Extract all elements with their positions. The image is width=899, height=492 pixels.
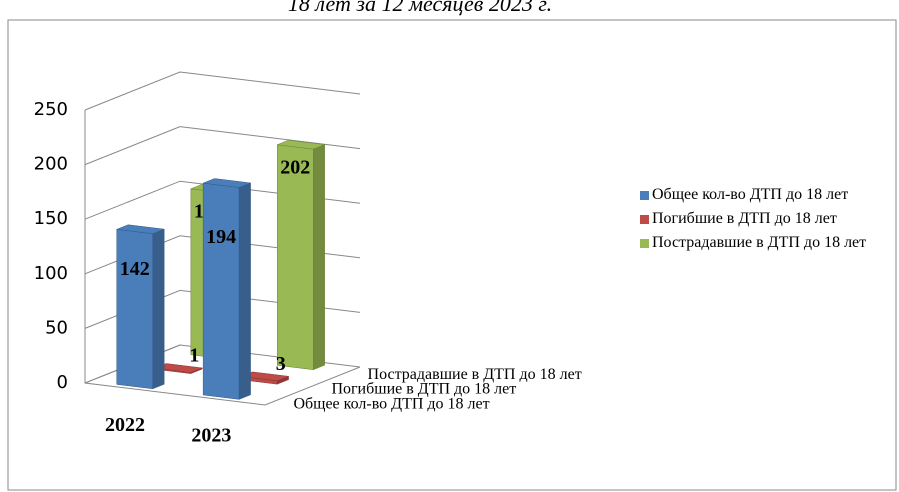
bar-face — [277, 139, 325, 150]
legend-label: Пострадавшие в ДТП до 18 лет — [652, 234, 867, 251]
legend-swatch — [640, 239, 649, 248]
chart-title: 18 лет за 12 месяцев 2023 г. — [288, 0, 552, 16]
chart-frame — [7, 19, 897, 491]
bar-face — [152, 228, 165, 390]
axis-line — [84, 110, 361, 406]
y-tick-label: 150 — [34, 208, 68, 229]
bar-face — [202, 182, 240, 400]
depth-tick-label: Общее кол-во ДТП до 18 лет — [293, 395, 489, 412]
legend: Общее кол-во ДТП до 18 лет Погибшие в ДТП… — [640, 185, 890, 257]
bar-face — [203, 178, 251, 188]
value-label: 142 — [120, 258, 150, 280]
y-tick-label: 50 — [45, 317, 68, 338]
legend-item: Общее кол-во ДТП до 18 лет — [640, 185, 890, 205]
legend-label: Общее кол-во ДТП до 18 лет — [652, 186, 849, 203]
bar — [116, 224, 165, 390]
bar-face — [313, 144, 325, 371]
bar-face — [116, 224, 165, 234]
legend-label: Погибшие в ДТП до 18 лет — [652, 210, 837, 227]
depth-tick-label: Погибшие в ДТП до 18 лет — [331, 380, 516, 397]
y-tick-label: 200 — [34, 154, 68, 175]
legend-swatch — [640, 215, 649, 224]
x-tick-label: 2022 — [105, 414, 145, 436]
x-tick-label: 2023 — [191, 425, 231, 447]
value-label: 194 — [206, 226, 236, 248]
bar-face — [238, 182, 251, 400]
y-tick-label: 100 — [34, 263, 68, 284]
bar — [277, 139, 325, 371]
grid-line — [84, 126, 361, 166]
bar — [202, 178, 251, 400]
legend-swatch — [640, 191, 649, 200]
y-tick-label: 250 — [34, 99, 68, 120]
value-label: 202 — [280, 157, 310, 179]
legend-item: Погибшие в ДТП до 18 лет — [640, 209, 890, 229]
value-label: 3 — [276, 353, 286, 375]
grid-line — [84, 71, 361, 111]
legend-item: Пострадавшие в ДТП до 18 лет — [640, 233, 890, 253]
bar-face — [116, 229, 153, 390]
y-tick-label: 0 — [57, 372, 68, 393]
value-label: 1 — [189, 345, 199, 367]
depth-tick-label: Пострадавшие в ДТП до 18 лет — [368, 366, 582, 383]
